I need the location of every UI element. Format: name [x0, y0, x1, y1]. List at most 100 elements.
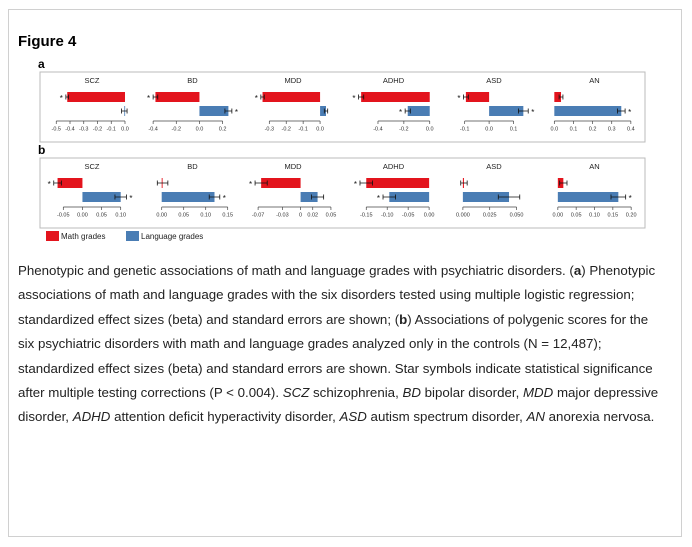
- significance-star: *: [352, 94, 355, 103]
- error-bar: [224, 108, 233, 114]
- significance-star: *: [354, 180, 357, 189]
- x-tick-label: 0.10: [200, 212, 211, 218]
- significance-star: *: [235, 108, 238, 117]
- caption-text: ) Phenotypic associations of math and la…: [18, 263, 656, 327]
- bar: [557, 192, 619, 202]
- caption-abbrev: MDD: [522, 385, 554, 401]
- chart-title: AN: [589, 76, 599, 85]
- x-tick-label: 0.02: [307, 212, 318, 218]
- x-tick-label: 0.4: [627, 126, 635, 132]
- caption-text: autism spectrum disorder,: [366, 409, 527, 425]
- panel-frame: [39, 71, 646, 143]
- significance-star: *: [399, 108, 402, 117]
- legend-label: Language grades: [141, 232, 203, 241]
- error-bar: [114, 194, 127, 200]
- x-tick-label: 0.00: [77, 212, 88, 218]
- x-tick-label: 0.0: [426, 126, 434, 132]
- figure-title: Figure 4: [18, 33, 77, 50]
- significance-star: *: [129, 194, 132, 203]
- x-tick-label: -0.1: [460, 126, 469, 132]
- chart-title: ADHD: [383, 76, 405, 85]
- significance-star: *: [60, 94, 63, 103]
- error-bar: [610, 194, 627, 200]
- legend-swatch: [126, 231, 139, 241]
- error-bar: [497, 194, 521, 200]
- bar: [262, 92, 321, 102]
- caption-text: anorexia nervosa.: [544, 409, 655, 425]
- significance-star: *: [377, 194, 380, 203]
- x-tick-label: -0.2: [93, 126, 102, 132]
- x-tick-label: 0.05: [326, 212, 337, 218]
- caption-abbrev: AN: [526, 409, 545, 425]
- error-bar: [382, 194, 396, 200]
- significance-star: *: [255, 94, 258, 103]
- caption-abbrev: ASD: [339, 409, 367, 425]
- bar: [389, 192, 430, 202]
- caption-abbrev: ADHD: [72, 409, 111, 425]
- caption-panel-ref: b: [399, 311, 408, 327]
- error-bar: [121, 108, 128, 114]
- caption-abbrev: SCZ: [282, 385, 310, 401]
- chart-title: MDD: [284, 76, 302, 85]
- x-tick-label: 0.10: [589, 212, 600, 218]
- x-tick-label: -0.3: [79, 126, 88, 132]
- legend-swatch: [46, 231, 59, 241]
- x-tick-label: -0.03: [276, 212, 289, 218]
- x-tick-label: 0.05: [571, 212, 582, 218]
- bar: [155, 92, 200, 102]
- bar: [554, 106, 622, 116]
- significance-star: *: [249, 180, 252, 189]
- x-tick-label: -0.2: [172, 126, 181, 132]
- x-tick-label: 0.00: [156, 212, 167, 218]
- significance-star: *: [457, 94, 460, 103]
- x-tick-label: 0.15: [222, 212, 233, 218]
- error-bar: [358, 94, 365, 100]
- panel-label: b: [38, 143, 45, 157]
- significance-star: *: [629, 194, 632, 203]
- error-bar: [260, 94, 265, 100]
- x-tick-label: 0.1: [510, 126, 518, 132]
- bar: [320, 106, 326, 116]
- bar: [407, 106, 430, 116]
- x-tick-label: 0.2: [219, 126, 227, 132]
- x-tick-label: 0.2: [589, 126, 597, 132]
- chart-title: MDD: [284, 162, 302, 171]
- bar: [366, 178, 430, 188]
- error-bar: [208, 194, 221, 200]
- error-bar: [558, 94, 564, 100]
- chart-title: ASD: [486, 162, 502, 171]
- chart-title: BD: [187, 76, 198, 85]
- error-bar: [65, 94, 70, 100]
- bar: [67, 92, 125, 102]
- x-tick-label: -0.3: [265, 126, 274, 132]
- error-bar: [53, 180, 62, 186]
- x-tick-label: 0.05: [178, 212, 189, 218]
- bar: [300, 192, 318, 202]
- bar: [465, 92, 490, 102]
- x-tick-label: 0.0: [550, 126, 558, 132]
- x-tick-label: 0.050: [510, 212, 524, 218]
- x-tick-label: 0.0: [485, 126, 493, 132]
- x-tick-label: 0.0: [316, 126, 324, 132]
- chart-title: BD: [187, 162, 198, 171]
- bar: [161, 192, 215, 202]
- x-tick-label: -0.5: [52, 126, 61, 132]
- chart-title: SCZ: [85, 162, 100, 171]
- x-tick-label: -0.2: [281, 126, 290, 132]
- x-tick-label: 0.00: [424, 212, 435, 218]
- caption: Phenotypic and genetic associations of m…: [18, 259, 668, 430]
- figure-frame: [8, 9, 682, 537]
- caption-text: ) Associations of polygenic scores for t…: [18, 311, 653, 401]
- error-bar: [152, 94, 159, 100]
- x-tick-label: 0.000: [456, 212, 470, 218]
- x-tick-label: 0.3: [608, 126, 616, 132]
- error-bar: [323, 108, 329, 114]
- error-bar: [559, 180, 568, 186]
- bar: [462, 192, 510, 202]
- bar: [554, 92, 562, 102]
- bar: [57, 178, 83, 188]
- x-tick-label: -0.15: [360, 212, 373, 218]
- x-tick-label: 0.05: [96, 212, 107, 218]
- caption-text: bipolar disorder,: [420, 385, 523, 401]
